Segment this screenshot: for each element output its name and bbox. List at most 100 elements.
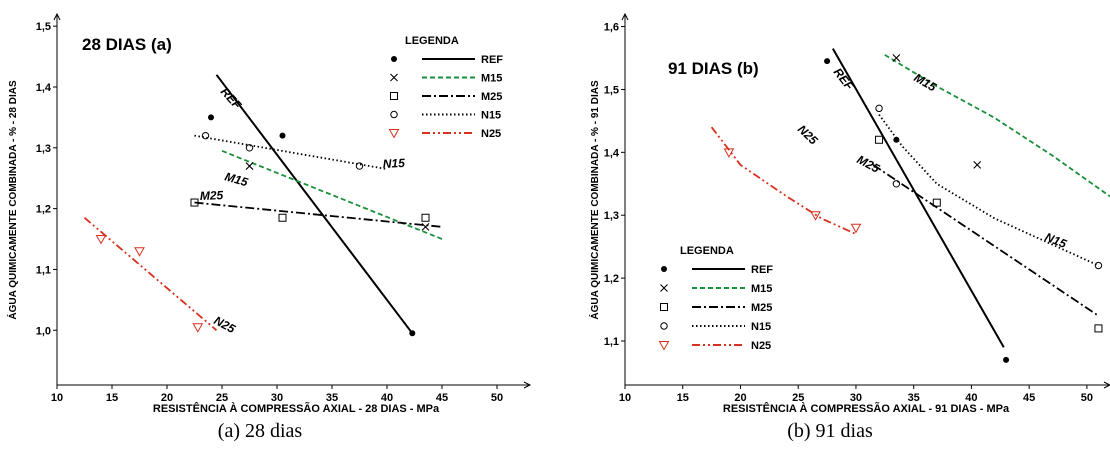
legend-marker-m25	[660, 303, 668, 311]
x-axis-arrow	[1103, 381, 1110, 389]
x-tick-label: 40	[965, 392, 977, 404]
data-point-m25	[1094, 324, 1103, 333]
data-point-ref	[208, 114, 214, 121]
legend-title: LEGENDA	[680, 245, 734, 257]
data-point-m25	[875, 135, 884, 144]
series-m15: M15	[221, 150, 443, 240]
data-point-ref	[279, 132, 286, 139]
data-point-n25	[723, 148, 735, 158]
series-label-n15: N15	[1043, 230, 1069, 251]
data-point-m15	[245, 162, 254, 170]
data-point-n25	[850, 223, 862, 234]
caption-a: (a) 28 dias	[217, 420, 303, 442]
legend-label-n15: N15	[751, 321, 771, 333]
x-tick-label: 35	[908, 392, 920, 404]
x-tick-label: 10	[51, 392, 63, 404]
data-point-n15	[201, 131, 210, 140]
x-tick-label: 50	[1081, 392, 1093, 404]
data-point-m25	[278, 213, 287, 222]
legend-label-n25: N25	[481, 128, 501, 140]
data-point-n25	[192, 323, 204, 333]
series-n25: N25	[710, 122, 862, 235]
y-tick-label: 1,5	[604, 84, 619, 96]
legend-label-ref: REF	[751, 264, 773, 276]
series-n25: N25	[83, 217, 238, 336]
x-tick-label: 45	[436, 392, 448, 404]
data-point-n25	[810, 211, 821, 221]
series-label-n25: N25	[795, 122, 821, 148]
legend-marker-m25	[390, 92, 398, 100]
chart-title: 91 DIAS (b)	[668, 59, 759, 78]
series-line-m15	[884, 54, 1110, 198]
legend-marker-n15	[660, 322, 668, 330]
data-point-m25	[421, 213, 430, 222]
series-m25: M25	[190, 188, 443, 228]
legend-marker-m15	[390, 73, 398, 82]
chart-title: 28 DIAS (a)	[82, 35, 172, 54]
y-axis-label: ÁGUA QUIMICAMENTE COMBINADA - % - 91 DIA…	[588, 80, 601, 320]
y-tick-label: 1,6	[604, 22, 619, 34]
caption-b: (b) 91 dias	[787, 420, 873, 442]
x-axis-label: RESISTÊNCIA À COMPRESSÃO AXIAL - 91 DIAS…	[723, 402, 1010, 415]
series-m15: M15	[884, 54, 1110, 198]
x-tick-label: 25	[792, 392, 804, 404]
y-tick-label: 1,4	[604, 147, 620, 159]
legend-marker-ref	[661, 266, 667, 272]
legend: LEGENDA REF M15 M25 N15 N25	[658, 245, 773, 352]
x-axis-arrow	[523, 381, 532, 389]
x-tick-label: 20	[161, 392, 173, 404]
data-point-ref	[824, 58, 831, 65]
data-point-n15	[1094, 261, 1103, 270]
legend-marker-n15	[390, 110, 398, 119]
series-line-n25	[83, 217, 218, 331]
legend-marker-ref	[391, 56, 397, 62]
y-axis-label: ÁGUA QUIMICAMENTE COMBINADA - % - 28 DIA…	[6, 80, 19, 320]
data-point-ref	[409, 330, 416, 337]
series-n15: N15	[875, 104, 1103, 270]
y-tick-label: 1,1	[604, 336, 619, 348]
series-line-ref	[215, 74, 414, 334]
series-line-ref	[831, 48, 1005, 348]
x-tick-label: 10	[619, 392, 631, 404]
data-point-n15	[355, 162, 364, 170]
x-tick-label: 25	[216, 392, 228, 404]
chart-0: 10 15 20 25 30 35 40 45 50 1,0 1,1 1,2 1,3 1,4 1,5 RESI…	[6, 12, 532, 415]
legend-label-m25: M25	[751, 302, 772, 314]
legend-label-m15: M15	[481, 73, 502, 85]
y-axis-arrow	[53, 12, 61, 21]
x-tick-label: 15	[677, 392, 689, 404]
y-tick-label: 1,3	[36, 143, 51, 155]
series-label-n25: N25	[212, 313, 238, 336]
series-label-m25: M25	[200, 188, 224, 203]
legend: LEGENDA REF M15 M25 N15 N25	[388, 35, 503, 140]
y-tick-label: 1,5	[36, 21, 51, 33]
x-tick-label: 20	[734, 392, 746, 404]
series-label-m15: M15	[912, 70, 939, 94]
data-point-ref	[1003, 356, 1010, 363]
data-point-m15	[973, 161, 982, 169]
data-point-m25	[190, 198, 199, 207]
legend-marker-m15	[660, 284, 668, 292]
legend-label-ref: REF	[481, 54, 503, 66]
x-tick-label: 15	[106, 392, 118, 404]
chart-1: 10 15 20 25 30 35 40 45 50 1,1 1,2 1,3 1,4 1,5 1,6 RESI…	[588, 12, 1110, 415]
legend-label-m25: M25	[481, 91, 502, 103]
series-ref: REF	[824, 48, 1010, 363]
series-line-m25	[872, 164, 1099, 317]
y-tick-label: 1,4	[36, 82, 52, 94]
data-point-m25	[932, 198, 941, 207]
legend-marker-n25	[388, 129, 400, 139]
data-point-m15	[892, 54, 901, 62]
series-ref: REF	[208, 74, 416, 337]
series-line-m25	[194, 201, 443, 228]
series-label-m25: M25	[855, 152, 882, 175]
series-label-n15: N15	[382, 156, 405, 171]
x-tick-label: 40	[381, 392, 393, 404]
x-tick-label: 35	[326, 392, 338, 404]
legend-marker-n25	[658, 341, 670, 351]
y-tick-label: 1,2	[604, 273, 619, 285]
series-line-n15	[194, 134, 388, 170]
data-point-n25	[95, 235, 107, 245]
data-point-n15	[875, 104, 883, 113]
data-point-n15	[892, 180, 901, 188]
